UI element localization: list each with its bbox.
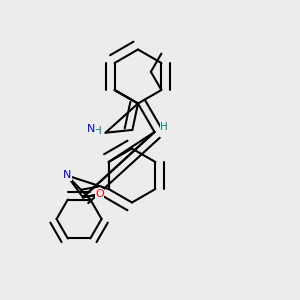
Text: N: N	[87, 124, 95, 134]
Text: H: H	[160, 122, 168, 132]
Text: O: O	[95, 189, 104, 199]
Text: N: N	[63, 170, 71, 181]
Text: H: H	[94, 126, 102, 136]
